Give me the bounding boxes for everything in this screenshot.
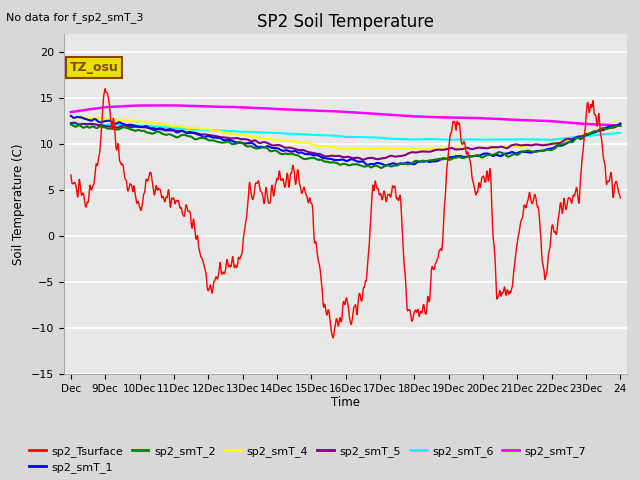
X-axis label: Time: Time [331,396,360,408]
Legend: sp2_Tsurface, sp2_smT_1, sp2_smT_2, sp2_smT_4, sp2_smT_5, sp2_smT_6, sp2_smT_7: sp2_Tsurface, sp2_smT_1, sp2_smT_2, sp2_… [24,441,591,478]
Text: TZ_osu: TZ_osu [70,61,118,74]
Title: SP2 Soil Temperature: SP2 Soil Temperature [257,12,434,31]
Y-axis label: Soil Temperature (C): Soil Temperature (C) [12,143,26,265]
Text: No data for f_sp2_smT_3: No data for f_sp2_smT_3 [6,12,144,23]
